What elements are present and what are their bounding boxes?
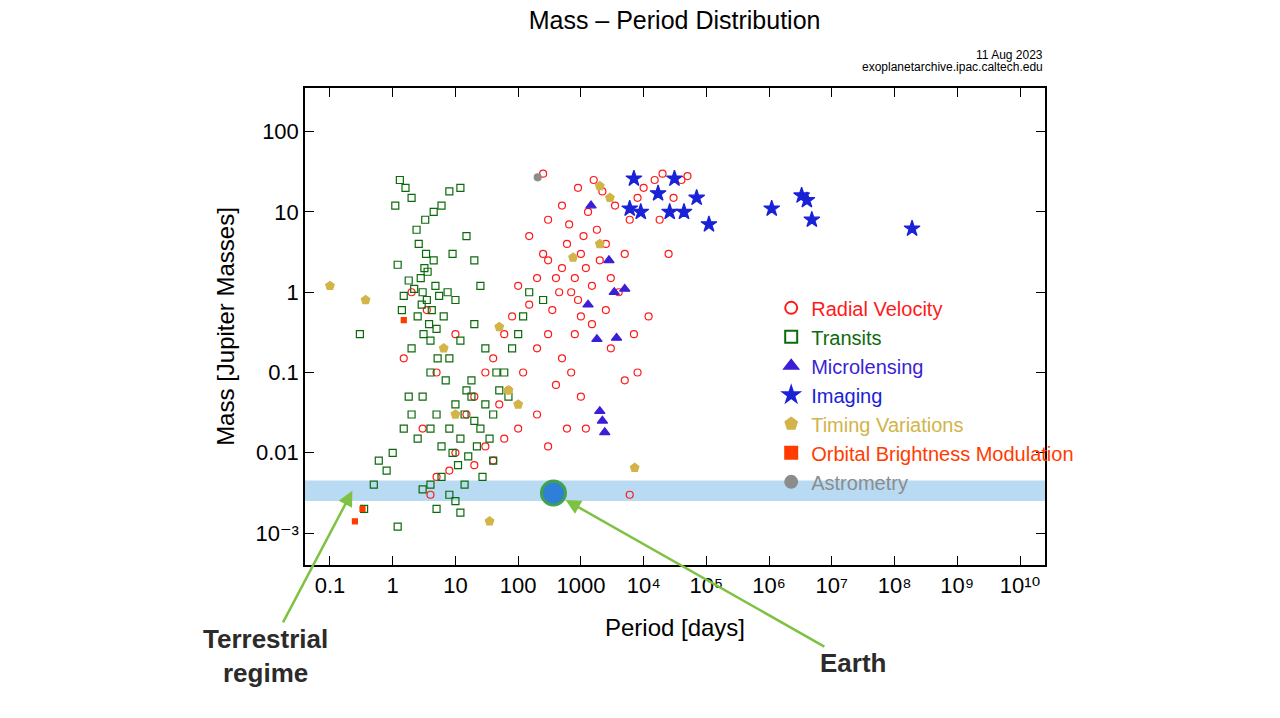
svg-text:1000: 1000 [556, 573, 605, 598]
svg-text:10⁴: 10⁴ [627, 573, 661, 598]
svg-text:Orbital Brightness Modulation: Orbital Brightness Modulation [811, 443, 1073, 465]
svg-text:10⁹: 10⁹ [940, 573, 974, 598]
svg-text:10⁻³: 10⁻³ [255, 521, 298, 546]
svg-text:Period [days]: Period [days] [605, 614, 745, 641]
svg-text:Timing Variations: Timing Variations [811, 414, 963, 436]
svg-text:Radial Velocity: Radial Velocity [811, 298, 942, 320]
svg-text:10: 10 [443, 573, 467, 598]
svg-text:Imaging: Imaging [811, 385, 882, 407]
svg-text:Microlensing: Microlensing [811, 356, 923, 378]
svg-text:10⁸: 10⁸ [878, 573, 912, 598]
svg-text:10: 10 [274, 200, 298, 225]
svg-text:Terrestrialregime: Terrestrialregime [203, 624, 328, 688]
svg-text:0.01: 0.01 [256, 440, 299, 465]
svg-text:Earth: Earth [820, 648, 886, 678]
svg-text:10⁷: 10⁷ [816, 573, 848, 598]
svg-text:100: 100 [262, 119, 299, 144]
svg-text:Mass – Period Distribution: Mass – Period Distribution [529, 6, 821, 34]
svg-text:1: 1 [287, 280, 299, 305]
svg-text:10¹⁰: 10¹⁰ [1000, 573, 1041, 598]
svg-text:Astrometry: Astrometry [811, 472, 908, 494]
svg-text:100: 100 [500, 573, 537, 598]
svg-text:10⁵: 10⁵ [690, 573, 724, 598]
svg-text:0.1: 0.1 [268, 360, 299, 385]
svg-text:Mass [Jupiter Masses]: Mass [Jupiter Masses] [212, 207, 239, 446]
svg-text:exoplanetarchive.ipac.caltech.: exoplanetarchive.ipac.caltech.edu [862, 60, 1043, 74]
svg-text:10⁶: 10⁶ [752, 573, 786, 598]
svg-text:0.1: 0.1 [315, 573, 346, 598]
svg-text:Transits: Transits [811, 327, 881, 349]
svg-text:1: 1 [387, 573, 399, 598]
svg-text:11 Aug 2023: 11 Aug 2023 [976, 48, 1043, 62]
